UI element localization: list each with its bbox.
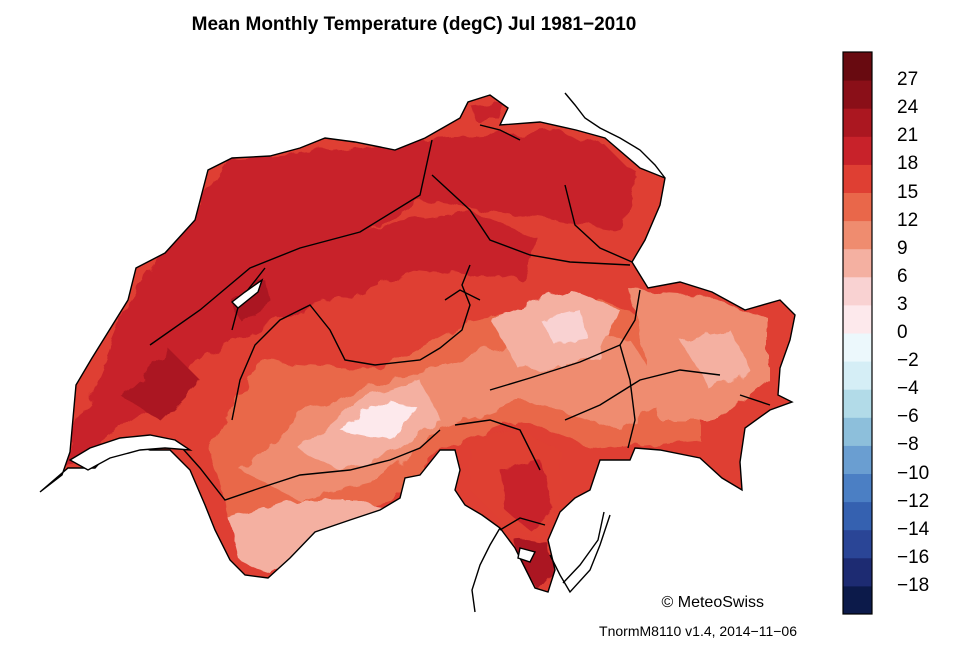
colorbar-tick-label: 18 xyxy=(897,153,919,175)
colorbar-tick-label: −16 xyxy=(897,546,930,568)
colorbar-segment xyxy=(843,417,872,446)
colorbar-segment xyxy=(843,361,872,390)
colorbar-segment xyxy=(843,445,872,474)
colorbar-tick-label: 27 xyxy=(897,69,919,91)
colorbar-segment xyxy=(843,473,872,503)
colorbar-segment xyxy=(843,389,872,418)
colorbar-segment xyxy=(843,304,872,334)
colorbar-tick-label: −12 xyxy=(897,490,930,512)
map-title: Mean Monthly Temperature (degC) Jul 1981… xyxy=(191,14,637,35)
colorbar-segment xyxy=(843,220,872,250)
colorbar-tick-label: −14 xyxy=(897,518,930,540)
colorbar-tick-label: 6 xyxy=(897,265,908,287)
colorbar-tick-label: 15 xyxy=(897,181,919,203)
colorbar-tick-label: 21 xyxy=(897,125,919,147)
colorbar-segment xyxy=(843,136,872,165)
colorbar-segment xyxy=(843,248,872,278)
copyright-text: © MeteoSwiss xyxy=(661,594,764,611)
version-text: TnormM8110 v1.4, 2014−11−06 xyxy=(599,623,797,639)
temperature-field xyxy=(40,95,795,592)
colorbar-tick-label: 12 xyxy=(897,209,919,231)
neighbouring-lakes-outline xyxy=(471,92,666,613)
colorbar-tick-label: 9 xyxy=(897,237,908,259)
colorbar-segment xyxy=(843,192,872,222)
colorbar-segment xyxy=(843,52,872,81)
temperature-colorbar xyxy=(842,51,873,615)
colorbar-tick-label: −8 xyxy=(897,434,919,456)
lakes xyxy=(68,278,537,563)
colorbar-frame xyxy=(842,51,873,615)
colorbar-segment xyxy=(843,557,872,587)
colorbar-tick-label: −4 xyxy=(897,378,919,400)
colorbar-segment xyxy=(843,80,872,109)
colorbar-segment xyxy=(843,529,872,559)
colorbar-segment xyxy=(843,276,872,306)
colorbar-tick-label: 3 xyxy=(897,293,908,315)
colorbar-segment xyxy=(843,585,872,615)
colorbar-segment xyxy=(843,164,872,193)
colorbar-tick-label: −6 xyxy=(897,406,919,428)
colorbar-tick-label: −2 xyxy=(897,350,919,372)
colorbar-tick-label: −10 xyxy=(897,462,930,484)
colorbar-tick-label: −18 xyxy=(897,574,930,596)
colorbar-tick-label: 24 xyxy=(897,97,919,119)
canton-boundaries xyxy=(39,94,796,593)
colorbar-segment xyxy=(843,501,872,531)
colorbar-segment xyxy=(843,333,872,362)
colorbar-tick-label: 0 xyxy=(897,322,908,343)
colorbar-segment xyxy=(843,108,872,137)
